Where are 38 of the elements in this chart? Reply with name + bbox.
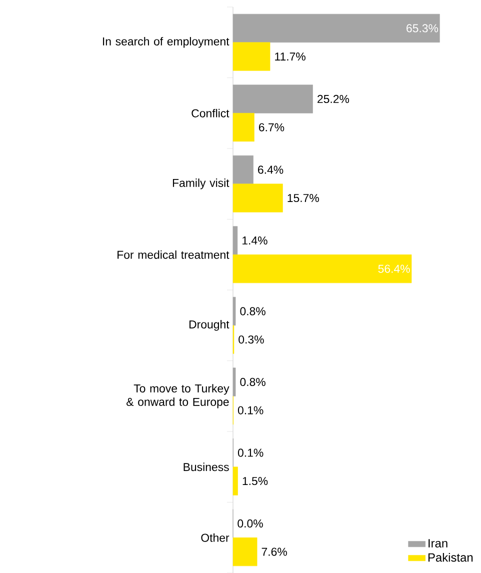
y-tick-label: Business — [184, 462, 229, 472]
data-label: 0.1% — [238, 448, 264, 457]
y-tick-label: Drought — [189, 320, 230, 331]
bar — [232, 84, 313, 114]
data-label: 25.2% — [318, 94, 350, 104]
bar — [232, 112, 254, 142]
data-label: 1.5% — [242, 477, 268, 486]
bar — [232, 42, 270, 71]
bar — [232, 466, 238, 496]
data-label: 11.7% — [275, 52, 306, 61]
data-label: 0.0% — [238, 519, 263, 528]
y-tick-label: In search of employment — [103, 37, 230, 48]
data-label: 0.3% — [238, 335, 264, 344]
y-tick-label: Conflict — [192, 108, 230, 118]
y-tick-label: Family visit — [172, 178, 230, 190]
y-tick-label: For medical treatment — [118, 250, 230, 259]
y-tick-label: To move to Turkey & onward to Europe — [126, 384, 230, 408]
data-label: 1.4% — [242, 236, 268, 244]
data-label: 0.8% — [240, 378, 266, 386]
data-label: 6.4% — [258, 166, 284, 174]
bar — [232, 184, 283, 212]
data-label: 6.7% — [258, 123, 284, 132]
bar — [232, 368, 236, 396]
data-label: 65.3% — [406, 24, 438, 32]
bar — [232, 226, 238, 255]
bar — [232, 14, 440, 43]
data-label: 56.4% — [378, 264, 410, 273]
data-label: 0.1% — [238, 406, 264, 414]
data-label: 7.6% — [262, 548, 287, 556]
bar — [232, 155, 254, 184]
bar — [232, 296, 236, 326]
data-label: 15.7% — [288, 194, 319, 202]
bar — [232, 537, 258, 566]
legend-label: Pakistan — [428, 552, 473, 562]
data-label: 0.8% — [240, 307, 266, 316]
y-tick-label: Other — [201, 533, 230, 542]
legend-label: Iran — [428, 539, 448, 548]
bar — [232, 254, 412, 284]
